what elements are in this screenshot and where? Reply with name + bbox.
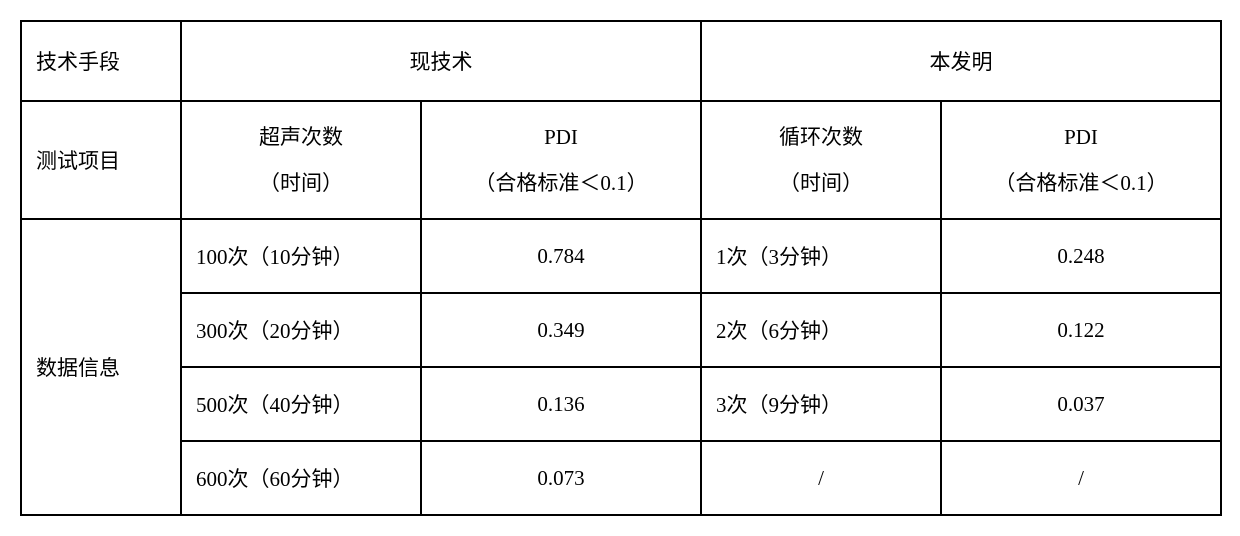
comparison-table: 技术手段 现技术 本发明 测试项目 超声次数 （时间） PDI （合格标准＜0.… bbox=[20, 20, 1222, 516]
table-row: 500次（40分钟） 0.136 3次（9分钟） 0.037 bbox=[21, 367, 1221, 441]
subheader-b1-line1: 循环次数 bbox=[779, 125, 863, 149]
table-row: 300次（20分钟） 0.349 2次（6分钟） 0.122 bbox=[21, 293, 1221, 367]
cell-b2: 0.248 bbox=[941, 219, 1221, 293]
data-label: 数据信息 bbox=[21, 219, 181, 515]
subheader-a2-line1: PDI bbox=[544, 125, 578, 149]
subheader-label: 测试项目 bbox=[21, 101, 181, 219]
cell-b1: 1次（3分钟） bbox=[701, 219, 941, 293]
header-group-b: 本发明 bbox=[701, 21, 1221, 101]
cell-b1: 2次（6分钟） bbox=[701, 293, 941, 367]
cell-b1: / bbox=[701, 441, 941, 515]
cell-a1: 600次（60分钟） bbox=[181, 441, 421, 515]
subheader-b2: PDI （合格标准＜0.1） bbox=[941, 101, 1221, 219]
cell-a1: 300次（20分钟） bbox=[181, 293, 421, 367]
cell-a2: 0.784 bbox=[421, 219, 701, 293]
cell-b2: 0.037 bbox=[941, 367, 1221, 441]
subheader-a2: PDI （合格标准＜0.1） bbox=[421, 101, 701, 219]
cell-b2: 0.122 bbox=[941, 293, 1221, 367]
cell-a2: 0.136 bbox=[421, 367, 701, 441]
subheader-b2-line2: （合格标准＜0.1） bbox=[994, 171, 1167, 195]
cell-b1: 3次（9分钟） bbox=[701, 367, 941, 441]
subheader-b2-line1: PDI bbox=[1064, 125, 1098, 149]
header-group-a: 现技术 bbox=[181, 21, 701, 101]
subheader-a2-line2: （合格标准＜0.1） bbox=[474, 171, 647, 195]
subheader-b1-line2: （时间） bbox=[779, 171, 863, 195]
cell-a2: 0.349 bbox=[421, 293, 701, 367]
table-row: 600次（60分钟） 0.073 / / bbox=[21, 441, 1221, 515]
cell-b2: / bbox=[941, 441, 1221, 515]
subheader-a1-line2: （时间） bbox=[259, 171, 343, 195]
cell-a1: 500次（40分钟） bbox=[181, 367, 421, 441]
subheader-a1-line1: 超声次数 bbox=[259, 125, 343, 149]
cell-a1: 100次（10分钟） bbox=[181, 219, 421, 293]
table-row: 数据信息 100次（10分钟） 0.784 1次（3分钟） 0.248 bbox=[21, 219, 1221, 293]
cell-a2: 0.073 bbox=[421, 441, 701, 515]
subheader-row: 测试项目 超声次数 （时间） PDI （合格标准＜0.1） 循环次数 （时间） … bbox=[21, 101, 1221, 219]
subheader-a1: 超声次数 （时间） bbox=[181, 101, 421, 219]
subheader-b1: 循环次数 （时间） bbox=[701, 101, 941, 219]
header-row: 技术手段 现技术 本发明 bbox=[21, 21, 1221, 101]
header-label: 技术手段 bbox=[21, 21, 181, 101]
